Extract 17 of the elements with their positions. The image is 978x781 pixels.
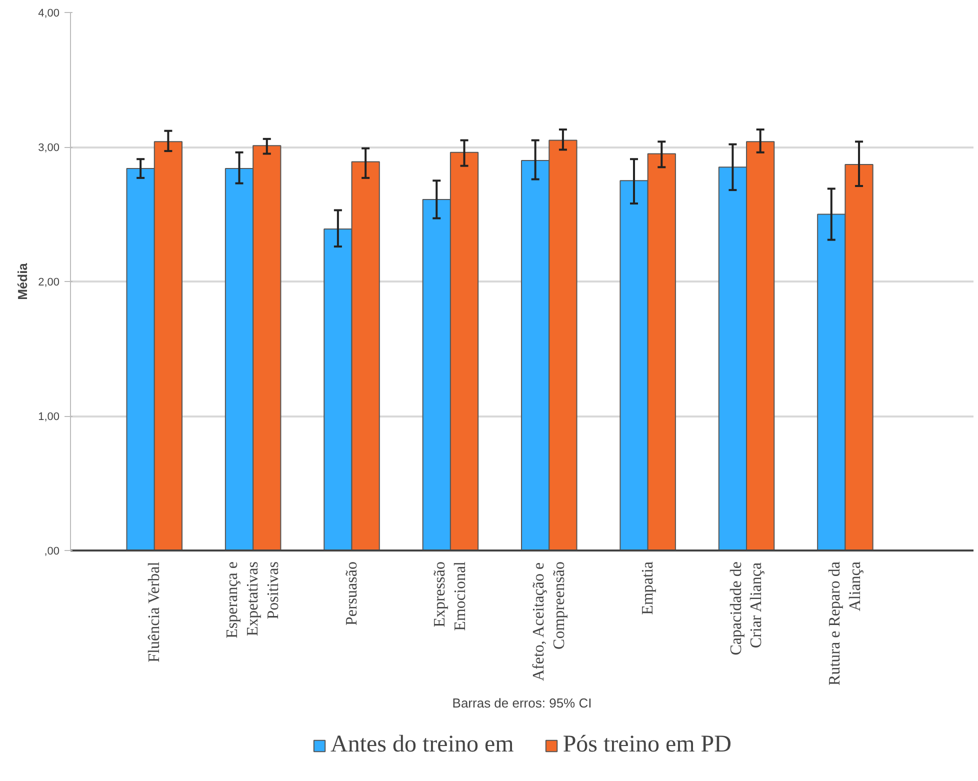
x-tick-label: Empatia <box>639 562 656 615</box>
y-tick-label: ,00 <box>44 546 60 558</box>
y-tick-label: 4,00 <box>38 8 60 20</box>
x-tick-label: Capacidade de Criar Aliança <box>728 561 766 656</box>
x-tick-label: Esperança e Expetativas Positivas <box>224 561 282 638</box>
x-tick-label: Expressão Emocional <box>432 560 470 631</box>
legend-label: Antes do treino em <box>330 732 514 758</box>
y-tick-label: 1,00 <box>38 411 60 423</box>
text: Barras de erros: 95% CI <box>452 696 592 710</box>
x-tick-label: Afeto, Aceitação e Compreensão <box>530 561 568 681</box>
legend-label: Pós treino em PD <box>562 732 732 758</box>
x-tick-label: Persuasão <box>343 562 360 626</box>
x-tick-label: Fluência Verbal <box>146 561 163 662</box>
y-tick-label: 3,00 <box>38 142 60 154</box>
x-tick-label: Rutura e Reparo da Aliança <box>826 562 864 686</box>
y-tick-label: 2,00 <box>38 276 60 288</box>
y-axis-title: Média <box>15 262 30 300</box>
